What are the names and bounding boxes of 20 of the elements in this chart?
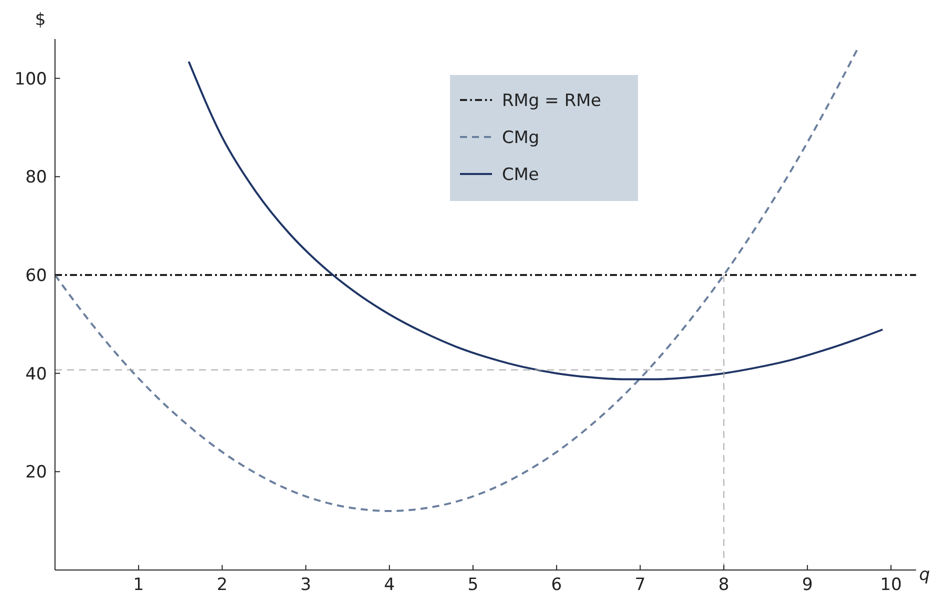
x-tick-label: 6 bbox=[551, 575, 562, 595]
x-tick-label: 10 bbox=[880, 575, 902, 595]
x-tick-label: 4 bbox=[384, 575, 395, 595]
x-axis-title: q bbox=[919, 565, 930, 585]
legend-label: RMg = RMe bbox=[502, 90, 602, 111]
x-tick-label: 1 bbox=[133, 575, 144, 595]
y-tick-label: 40 bbox=[25, 364, 47, 384]
y-tick-label: 100 bbox=[14, 69, 47, 90]
y-tick-label: 80 bbox=[25, 168, 47, 188]
x-tick-label: 5 bbox=[468, 575, 478, 595]
x-tick-label: 9 bbox=[802, 575, 813, 595]
y-axis-title: $ bbox=[35, 10, 46, 30]
x-tick-label: 2 bbox=[216, 575, 228, 595]
y-tick-label: 20 bbox=[25, 462, 47, 483]
y-tick-label: 60 bbox=[25, 266, 47, 286]
legend-label: CMe bbox=[502, 164, 539, 185]
legend-label: CMg bbox=[502, 128, 540, 148]
x-tick-label: 8 bbox=[718, 575, 730, 595]
x-tick-label: 3 bbox=[300, 575, 312, 595]
x-tick-label: 7 bbox=[634, 575, 646, 595]
